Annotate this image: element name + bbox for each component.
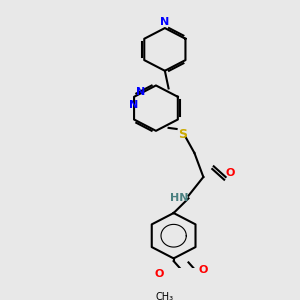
Text: S: S xyxy=(178,128,187,141)
Text: N: N xyxy=(160,17,170,27)
Text: O: O xyxy=(225,168,235,178)
Text: N: N xyxy=(136,87,146,97)
Text: N: N xyxy=(129,100,138,110)
Text: CH₃: CH₃ xyxy=(156,292,174,300)
Text: O: O xyxy=(199,266,208,275)
Text: O: O xyxy=(154,269,164,279)
Text: HN: HN xyxy=(170,194,189,203)
